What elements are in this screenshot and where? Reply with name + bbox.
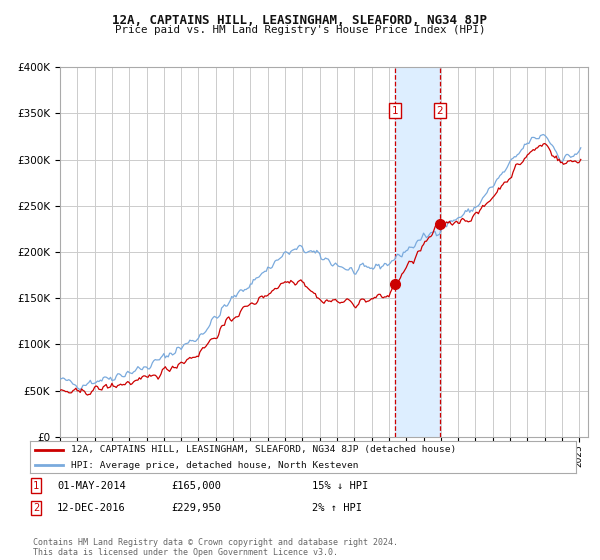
Text: 01-MAY-2014: 01-MAY-2014 [57,480,126,491]
Text: Price paid vs. HM Land Registry's House Price Index (HPI): Price paid vs. HM Land Registry's House … [115,25,485,35]
Text: 12A, CAPTAINS HILL, LEASINGHAM, SLEAFORD, NG34 8JP (detached house): 12A, CAPTAINS HILL, LEASINGHAM, SLEAFORD… [71,445,456,454]
Text: Contains HM Land Registry data © Crown copyright and database right 2024.
This d: Contains HM Land Registry data © Crown c… [33,538,398,557]
Text: HPI: Average price, detached house, North Kesteven: HPI: Average price, detached house, Nort… [71,460,358,470]
Text: 12-DEC-2016: 12-DEC-2016 [57,503,126,513]
Text: 1: 1 [33,480,39,491]
Text: 2: 2 [33,503,39,513]
Text: 2: 2 [437,106,443,115]
Text: 12A, CAPTAINS HILL, LEASINGHAM, SLEAFORD, NG34 8JP: 12A, CAPTAINS HILL, LEASINGHAM, SLEAFORD… [113,14,487,27]
Text: £165,000: £165,000 [171,480,221,491]
Text: 1: 1 [391,106,398,115]
Text: 2% ↑ HPI: 2% ↑ HPI [312,503,362,513]
Bar [395,67,440,437]
Text: £229,950: £229,950 [171,503,221,513]
Text: 15% ↓ HPI: 15% ↓ HPI [312,480,368,491]
